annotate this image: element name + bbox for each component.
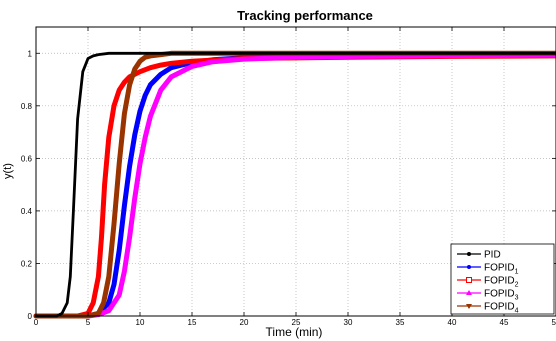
legend-label-name: PID [484, 250, 501, 261]
y-tick-label: 0.4 [21, 207, 33, 216]
legend-marker [466, 304, 472, 309]
y-tick-label: 1 [28, 49, 33, 58]
chart-title: Tracking performance [237, 8, 373, 23]
x-tick-label: 50 [552, 318, 556, 327]
y-tick-label: 0 [28, 312, 33, 321]
y-tick-label: 0.6 [21, 154, 33, 163]
y-axis-title: y(t) [2, 163, 14, 179]
x-tick-label: 35 [396, 318, 405, 327]
legend-label-subscript: 3 [515, 295, 519, 302]
x-tick-label: 45 [500, 318, 509, 327]
legend-label-subscript: 4 [515, 308, 519, 315]
y-tick-label: 0.2 [21, 259, 33, 268]
x-tick-label: 15 [188, 318, 197, 327]
legend-marker [467, 252, 471, 256]
legend-label-subscript: 2 [515, 282, 519, 289]
y-tick-label: 0.8 [21, 102, 33, 111]
series-line-pid [34, 51, 556, 318]
legend-label: FOPID3 [484, 289, 519, 302]
x-axis-title: Time (min) [266, 325, 323, 339]
legend-label-name: FOPID [484, 302, 515, 313]
ticks: 0 5 10 15 20 25 30 35 40 45 50 0 0.2 0.4 0.6 0.8 1 [21, 27, 556, 327]
legend-label: FOPID4 [484, 302, 519, 315]
legend-marker [466, 277, 472, 283]
legend-label-name: FOPID [484, 276, 515, 287]
legend-marker [466, 290, 472, 295]
x-tick-label: 30 [344, 318, 353, 327]
legend-label-name: FOPID [484, 289, 515, 300]
x-tick-label: 25 [292, 318, 301, 327]
x-tick-label: 0 [34, 318, 39, 327]
legend-marker [467, 265, 471, 269]
series-layer [33, 50, 556, 319]
x-tick-label: 40 [448, 318, 457, 327]
legend-label-name: FOPID [484, 263, 515, 274]
x-tick-label: 5 [86, 318, 91, 327]
legend-label-subscript: 1 [515, 269, 519, 276]
x-tick-label: 10 [136, 318, 145, 327]
legend-label: FOPID2 [484, 276, 519, 289]
legend-label: FOPID1 [484, 263, 519, 276]
legend-label: PID [484, 250, 501, 261]
x-tick-label: 20 [240, 318, 249, 327]
series-line-fopid-3 [33, 52, 556, 319]
